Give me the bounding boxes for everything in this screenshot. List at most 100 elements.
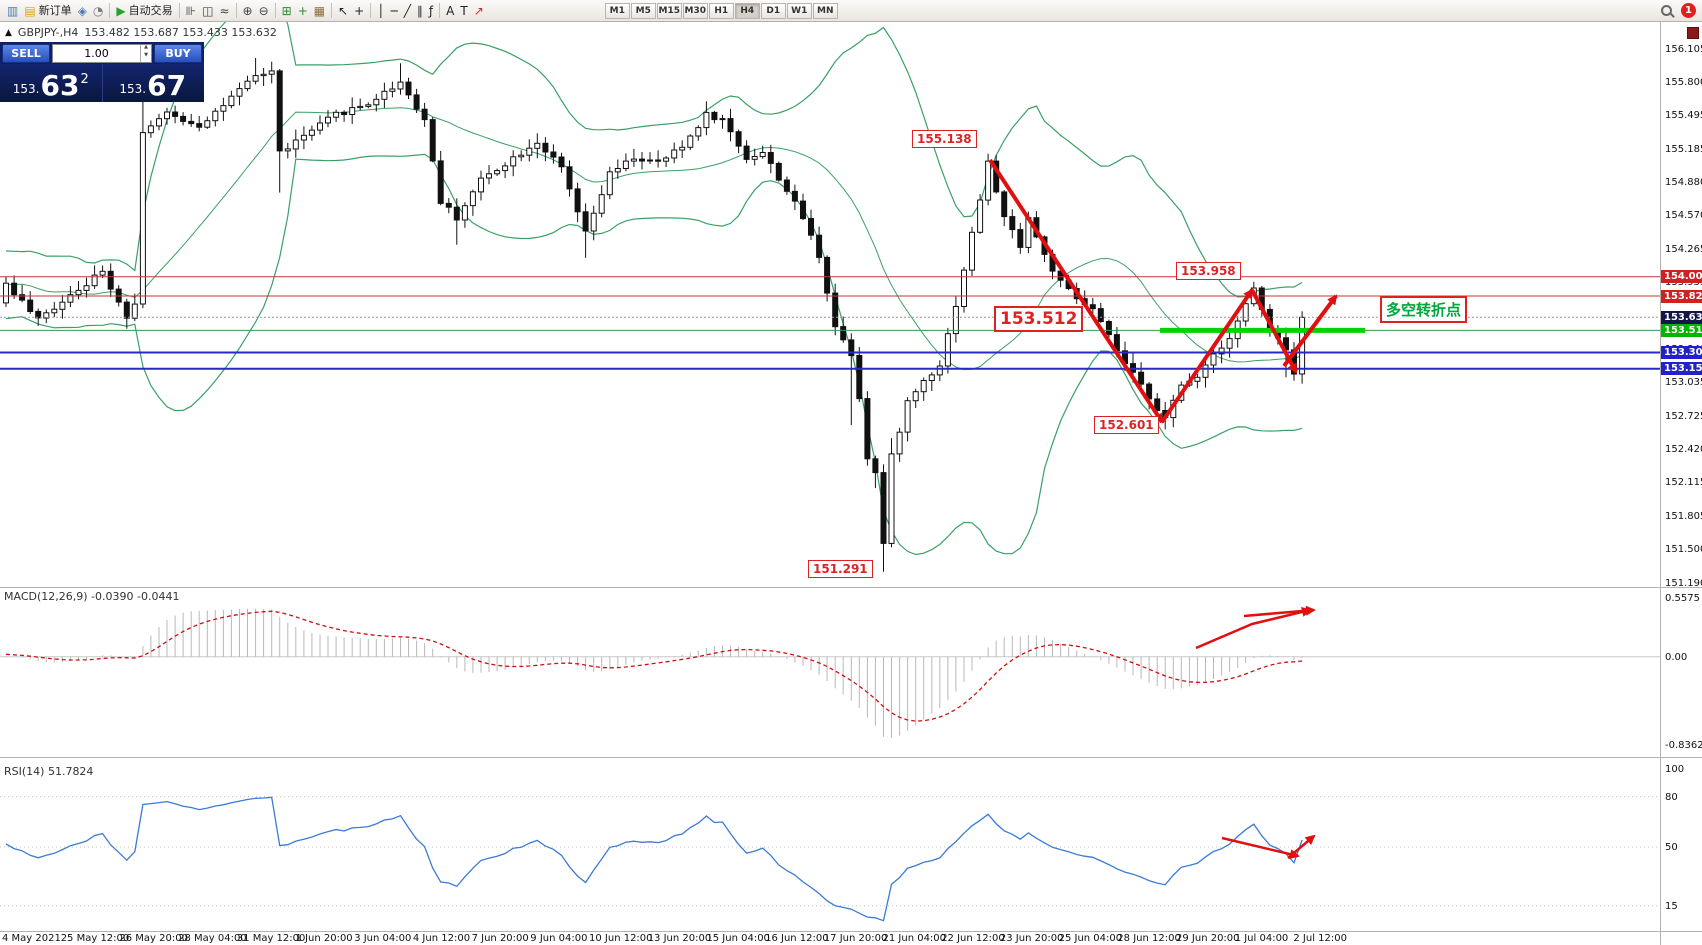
toolbar-separator	[109, 3, 111, 18]
crosshair-icon: +	[354, 3, 365, 18]
bid-price-pip: 2	[80, 72, 89, 87]
volume-input[interactable]	[53, 44, 140, 62]
sell-button[interactable]: SELL	[2, 43, 50, 63]
macd-scale-tick: 0.00	[1665, 651, 1688, 663]
zoom-out-icon: ⊖	[258, 3, 269, 18]
chart-title-row: ▲ GBPJPY-,H4 153.482 153.687 153.433 153…	[5, 26, 277, 39]
time-axis-label: 1 Jul 04:00	[1234, 933, 1289, 944]
cursor-icon[interactable]: ↖	[335, 2, 351, 20]
line-chart-type-icon[interactable]: ≈	[216, 2, 232, 20]
price-tick: 154.265	[1665, 243, 1702, 255]
rsi-scale-tick: 80	[1665, 791, 1678, 803]
new-order-button[interactable]: ▤ 新订单	[21, 2, 74, 20]
rsi-panel-separator[interactable]	[0, 757, 1702, 758]
chart-profiles-icon[interactable]: ◈	[75, 2, 90, 20]
crosshair-icon[interactable]: +	[351, 2, 367, 20]
bollinger-bands	[5, 22, 1303, 556]
search-icon[interactable]	[1661, 5, 1672, 16]
bars-chart-type-icon: ⊪	[185, 3, 197, 18]
trendline-icon[interactable]: ╱	[401, 2, 414, 20]
timeframe-m5[interactable]: M5	[630, 2, 656, 19]
chart-window-icon[interactable]: ▥	[4, 2, 21, 20]
toolbar-right-group: 1	[1661, 3, 1698, 18]
alerts-icon[interactable]: ◔	[90, 2, 106, 20]
vertical-line-icon: │	[377, 3, 385, 18]
price-tick: 155.495	[1665, 109, 1702, 121]
toolbar-left-group: ▥ ▤ 新订单 ◈ ◔ ▶ 自动交易 ⊪ ◫ ≈ ⊕ ⊖ ⊞ + ▦ ↖ + │ ─ ╱ ∥ ƒ A T ↗	[4, 2, 487, 20]
indicators-add-icon[interactable]: +	[295, 2, 311, 20]
time-axis-label: 26 May 20:00	[119, 933, 188, 944]
label-icon[interactable]: T	[457, 2, 470, 20]
price-tick: 154.570	[1665, 210, 1702, 222]
timeframe-d1[interactable]: D1	[760, 2, 786, 19]
channel-icon[interactable]: ∥	[414, 2, 426, 20]
timeframe-h1[interactable]: H1	[708, 2, 734, 19]
macd-panel-separator[interactable]	[0, 587, 1702, 588]
zoom-in-icon: ⊕	[242, 3, 253, 18]
notification-badge[interactable]: 1	[1681, 3, 1696, 18]
timeframe-m30[interactable]: M30	[682, 2, 708, 19]
zoom-in-icon[interactable]: ⊕	[240, 2, 256, 20]
timeframe-m1[interactable]: M1	[604, 2, 630, 19]
price-label-155138[interactable]: 155.138	[912, 130, 977, 148]
time-axis-label: 2 Jul 12:00	[1293, 933, 1347, 944]
trade-panel-toggle-icon[interactable]: ▲	[5, 27, 12, 38]
tile-windows-icon[interactable]: ⊞	[279, 2, 295, 20]
autotrading-button[interactable]: ▶ 自动交易	[113, 2, 175, 20]
time-axis-label: 22 Jun 12:00	[941, 933, 1005, 944]
timeframe-h4[interactable]: H4	[734, 2, 760, 19]
ask-price-display: 153. 67	[103, 64, 205, 102]
price-label-152601[interactable]: 152.601	[1094, 416, 1159, 434]
time-axis[interactable]: 4 May 2021 25 May 12:00 26 May 20:00 28 May…	[0, 932, 1660, 945]
zoom-out-icon[interactable]: ⊖	[256, 2, 272, 20]
volume-box: ▲ ▼	[52, 43, 152, 63]
time-axis-separator	[0, 931, 1702, 932]
autotrading-icon: ▶	[116, 3, 126, 18]
time-axis-label: 31 May 12:00	[236, 933, 306, 944]
price-tick: 152.725	[1665, 410, 1702, 422]
shapes-icon[interactable]: ↗	[471, 2, 487, 20]
autotrading-button-label: 自动交易	[128, 4, 173, 17]
vertical-line-icon[interactable]: │	[374, 2, 387, 20]
ask-price-prefix: 153.	[119, 82, 147, 96]
time-axis-label: 4 May 2021	[2, 933, 61, 944]
volume-up-icon[interactable]: ▲	[144, 43, 148, 50]
volume-down-icon[interactable]: ▼	[144, 52, 148, 58]
bid-price-big: 63	[40, 69, 80, 102]
price-tick: 152.115	[1665, 477, 1702, 489]
chart-corner-badge[interactable]	[1687, 27, 1699, 39]
text-icon: A	[446, 3, 455, 18]
macd-plot	[0, 608, 1660, 738]
time-axis-label: 3 Jun 04:00	[354, 933, 412, 944]
horizontal-line-icon[interactable]: ─	[387, 2, 400, 20]
time-axis-label: 16 Jun 12:00	[765, 933, 829, 944]
trendline-icon: ╱	[403, 3, 411, 18]
price-marker-154.005: 154.005	[1661, 270, 1702, 284]
time-axis-label: 7 Jun 20:00	[471, 933, 529, 944]
price-label-151291[interactable]: 151.291	[808, 560, 873, 578]
price-scale[interactable]: 156.105 155.800 155.495 155.185 154.880 154.5…	[1660, 22, 1702, 945]
toolbar-separator	[439, 3, 441, 18]
price-marker-153.159: 153.159	[1661, 362, 1702, 376]
toolbar-separator	[370, 3, 372, 18]
price-label-153958[interactable]: 153.958	[1176, 262, 1241, 280]
time-axis-label: 10 Jun 12:00	[589, 933, 653, 944]
fibonacci-icon[interactable]: ƒ	[426, 2, 436, 20]
templates-icon: ▦	[313, 3, 326, 18]
timeframe-m15[interactable]: M15	[656, 2, 682, 19]
ohlc-values: 153.482 153.687 153.433 153.632	[84, 26, 277, 39]
rsi-scale-tick: 100	[1665, 764, 1685, 775]
price-tick: 151.500	[1665, 543, 1702, 555]
turning-point-note[interactable]: 多空转折点	[1380, 296, 1468, 323]
timeframe-mn[interactable]: MN	[812, 2, 838, 19]
templates-icon[interactable]: ▦	[311, 2, 328, 20]
text-icon[interactable]: A	[443, 2, 457, 20]
timeframe-w1[interactable]: W1	[786, 2, 812, 19]
candles-chart-type-icon[interactable]: ◫	[199, 2, 216, 20]
trend-arrows[interactable]	[988, 158, 1338, 860]
price-label-153512[interactable]: 153.512	[994, 306, 1084, 332]
bars-chart-type-icon[interactable]: ⊪	[183, 2, 199, 20]
buy-button[interactable]: BUY	[154, 43, 202, 63]
